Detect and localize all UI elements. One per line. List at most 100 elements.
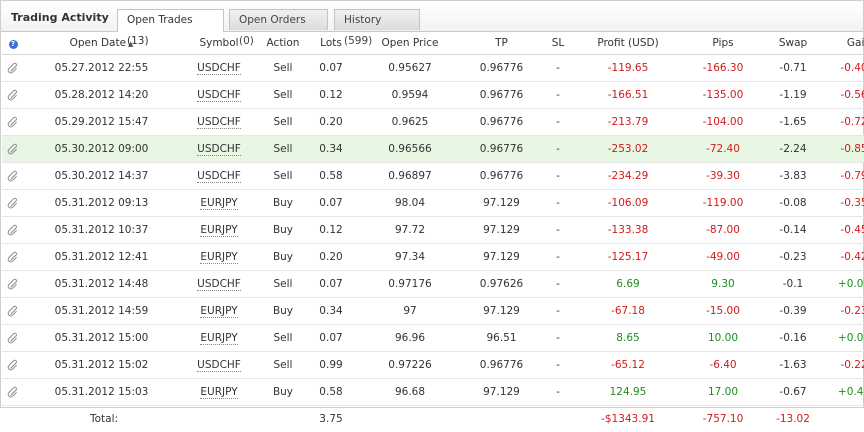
cell-symbol[interactable]: USDCHF (179, 55, 259, 82)
cell-action: Sell (259, 163, 307, 190)
cell-symbol[interactable]: EURJPY (179, 244, 259, 271)
symbol-link[interactable]: USDCHF (197, 170, 241, 183)
trading-activity-panel: Trading Activity Open Trades (13) Open O… (0, 0, 864, 408)
symbol-link[interactable]: EURJPY (200, 251, 237, 264)
header-pips[interactable]: Pips (678, 32, 768, 55)
paperclip-icon[interactable] (7, 386, 19, 398)
cell-symbol[interactable]: EURJPY (179, 190, 259, 217)
header-gain[interactable]: Gain (818, 32, 864, 55)
cell-pips: -166.30 (678, 55, 768, 82)
cell-lots: 0.58 (307, 379, 355, 406)
header-tp[interactable]: TP (465, 32, 538, 55)
paperclip-icon[interactable] (7, 89, 19, 101)
cell-action: Sell (259, 352, 307, 379)
symbol-link[interactable]: USDCHF (197, 359, 241, 372)
panel-title: Trading Activity (11, 11, 109, 24)
symbol-link[interactable]: USDCHF (197, 116, 241, 129)
cell-symbol[interactable]: USDCHF (179, 136, 259, 163)
paperclip-icon[interactable] (7, 332, 19, 344)
cell-open-price: 0.97226 (355, 352, 465, 379)
paperclip-icon[interactable] (7, 278, 19, 290)
symbol-link[interactable]: USDCHF (197, 89, 241, 102)
cell-symbol[interactable]: EURJPY (179, 298, 259, 325)
cell-symbol[interactable]: EURJPY (179, 379, 259, 406)
symbol-link[interactable]: EURJPY (200, 332, 237, 345)
total-swap: -13.02 (768, 406, 818, 432)
symbol-link[interactable]: USDCHF (197, 143, 241, 156)
cell-gain: -0.23% (818, 298, 864, 325)
cell-lots: 0.07 (307, 271, 355, 298)
paperclip-icon[interactable] (7, 224, 19, 236)
cell-open-price: 96.68 (355, 379, 465, 406)
header-sl[interactable]: SL (538, 32, 578, 55)
cell-pips: -104.00 (678, 109, 768, 136)
cell-swap: -2.24 (768, 136, 818, 163)
paperclip-icon[interactable] (7, 116, 19, 128)
cell-tp: 0.96776 (465, 136, 538, 163)
cell-open-price: 0.9594 (355, 82, 465, 109)
symbol-link[interactable]: EURJPY (200, 386, 237, 399)
cell-sl: - (538, 82, 578, 109)
tab-open-trades[interactable]: Open Trades (13) (117, 9, 224, 32)
symbol-link[interactable]: EURJPY (200, 305, 237, 318)
symbol-link[interactable]: USDCHF (197, 62, 241, 75)
cell-symbol[interactable]: USDCHF (179, 82, 259, 109)
cell-symbol[interactable]: USDCHF (179, 109, 259, 136)
header-swap[interactable]: Swap (768, 32, 818, 55)
header-action[interactable]: Action (259, 32, 307, 55)
symbol-link[interactable]: USDCHF (197, 278, 241, 291)
cell-open-date: 05.27.2012 22:55 (24, 55, 179, 82)
total-profit: -$1343.91 (578, 406, 678, 432)
paperclip-icon[interactable] (7, 359, 19, 371)
tab-open-orders[interactable]: Open Orders (0) (229, 9, 328, 30)
help-icon-cell[interactable]: ? (2, 32, 24, 55)
cell-action: Sell (259, 82, 307, 109)
cell-sl: - (538, 217, 578, 244)
header-open-date[interactable]: Open Date▲ (24, 32, 179, 55)
cell-tp: 0.96776 (465, 55, 538, 82)
total-pips: -757.10 (678, 406, 768, 432)
cell-tp: 0.96776 (465, 109, 538, 136)
cell-symbol[interactable]: USDCHF (179, 352, 259, 379)
symbol-link[interactable]: EURJPY (200, 224, 237, 237)
cell-tp: 97.129 (465, 298, 538, 325)
cell-pips: -135.00 (678, 82, 768, 109)
cell-tp: 97.129 (465, 217, 538, 244)
paperclip-icon[interactable] (7, 62, 19, 74)
header-profit[interactable]: Profit (USD) (578, 32, 678, 55)
total-label: Total: (24, 406, 179, 432)
paperclip-icon[interactable] (7, 143, 19, 155)
cell-symbol[interactable]: USDCHF (179, 163, 259, 190)
cell-tp: 0.97626 (465, 271, 538, 298)
paperclip-icon[interactable] (7, 197, 19, 209)
cell-open-price: 96.96 (355, 325, 465, 352)
paperclip-icon[interactable] (7, 251, 19, 263)
cell-tp: 97.129 (465, 190, 538, 217)
cell-symbol[interactable]: USDCHF (179, 271, 259, 298)
cell-symbol[interactable]: EURJPY (179, 217, 259, 244)
cell-sl: - (538, 298, 578, 325)
paperclip-icon[interactable] (7, 170, 19, 182)
paperclip-icon[interactable] (7, 305, 19, 317)
cell-profit: -213.79 (578, 109, 678, 136)
cell-swap: -0.1 (768, 271, 818, 298)
symbol-link[interactable]: EURJPY (200, 197, 237, 210)
tab-bar: Trading Activity Open Trades (13) Open O… (1, 1, 863, 32)
tab-history[interactable]: History (599) (334, 9, 420, 30)
help-icon[interactable]: ? (9, 40, 18, 49)
cell-symbol[interactable]: EURJPY (179, 325, 259, 352)
cell-open-price: 97 (355, 298, 465, 325)
